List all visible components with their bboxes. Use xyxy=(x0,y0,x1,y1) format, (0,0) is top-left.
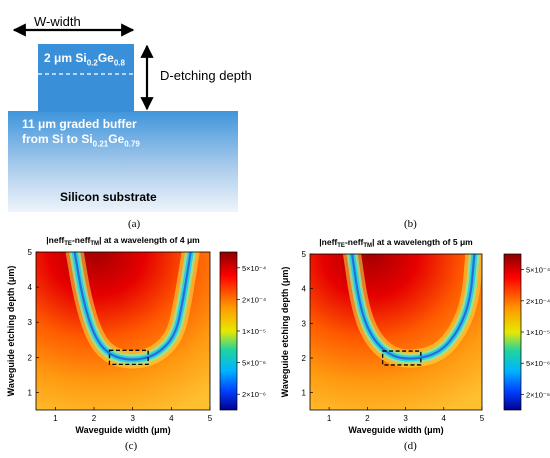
y-tick-label: 1 xyxy=(302,389,307,398)
x-axis-label: Waveguide width (μm) xyxy=(348,425,443,435)
x-tick-label: 1 xyxy=(53,414,58,423)
heatmap-b: 123450.511.522.533.544.55Waveguide width… xyxy=(278,0,550,215)
top-layer-ge: Ge xyxy=(97,51,114,65)
top-layer-ge-sub: 0.8 xyxy=(113,58,125,68)
title-part: TE xyxy=(337,243,345,249)
substrate-label: Silicon substrate xyxy=(60,190,157,204)
panel-tag-d: (d) xyxy=(404,440,417,452)
x-tick-label: 1 xyxy=(327,414,332,423)
minimum-curve-layer-3 xyxy=(350,254,476,360)
x-tick-label: 4 xyxy=(169,414,174,423)
panel-tag-b: (b) xyxy=(404,218,417,230)
y-axis-label: Waveguide etching depth (μm) xyxy=(280,267,290,398)
highlight-box xyxy=(108,349,149,366)
colorbar xyxy=(503,253,522,411)
colorbar-tick-label: 5×10⁻⁶ xyxy=(242,359,266,368)
panel-tag-c: (c) xyxy=(125,440,138,452)
schematic-svg xyxy=(8,23,238,212)
title-part: -neff xyxy=(72,235,91,245)
minimum-curve-layer-3 xyxy=(73,252,192,361)
buffer-substrate-block xyxy=(8,111,238,212)
x-tick-label: 4 xyxy=(442,414,447,423)
title-part: | at a wavelength of 4 μm xyxy=(99,235,200,245)
title-part: | at a wavelength of 5 μm xyxy=(372,237,473,247)
y-tick-label: 1 xyxy=(28,388,33,397)
top-layer-label: 2 μm Si0.2Ge0.8 xyxy=(44,51,125,67)
colorbar-tick-label: 5×10⁻⁶ xyxy=(526,359,550,368)
y-tick-label: 5 xyxy=(302,250,307,259)
title-part: -neff xyxy=(345,237,364,247)
minimum-band xyxy=(343,254,482,368)
y-tick-label: 3 xyxy=(302,319,307,328)
y-tick-label: 2 xyxy=(28,353,33,362)
plot-frame xyxy=(35,251,211,411)
x-tick-label: 5 xyxy=(480,414,485,423)
buffer-ge: Ge xyxy=(108,132,125,146)
buffer-line-1: 11 μm graded buffer xyxy=(22,117,137,131)
minimum-band xyxy=(65,252,200,369)
x-tick-label: 5 xyxy=(208,414,213,423)
title-part: TE xyxy=(64,241,72,247)
y-tick-label: 4 xyxy=(28,283,33,292)
width-label: W-width xyxy=(34,14,81,29)
top-layer-si-sub: 0.2 xyxy=(86,58,98,68)
x-tick-label: 3 xyxy=(403,414,408,423)
buffer-line-2: from Si to Si0.21Ge0.79 xyxy=(22,132,140,151)
buffer-si-sub: 0.21 xyxy=(92,139,109,149)
colorbar-tick-label: 2×10⁻⁴ xyxy=(526,297,550,306)
chart-title: |neffTE -neffTM | at a wavelength of 5 μ… xyxy=(319,237,473,249)
buffer-ge-sub: 0.79 xyxy=(124,139,140,149)
colorbar-tick-label: 5×10⁻⁴ xyxy=(242,264,266,273)
plot-frame xyxy=(309,253,483,411)
title-part: |neff xyxy=(46,235,64,245)
x-axis-label: Waveguide width (μm) xyxy=(75,425,170,435)
panel-tag-a: (a) xyxy=(128,218,141,230)
y-tick-label: 5 xyxy=(28,248,33,257)
x-tick-label: 2 xyxy=(92,414,97,423)
title-part: TM xyxy=(90,241,99,247)
colorbar-tick-label: 2×10⁻⁴ xyxy=(242,295,266,304)
colorbar-tick-label: 2×10⁻⁶ xyxy=(242,390,266,399)
title-part: |neff xyxy=(319,237,337,247)
x-tick-label: 3 xyxy=(130,414,135,423)
buffer-label: 11 μm graded buffer from Si to Si0.21Ge0… xyxy=(22,117,140,151)
colorbar-tick-label: 1×10⁻⁵ xyxy=(242,327,266,336)
buffer-line-2-prefix: from Si to Si xyxy=(22,132,93,146)
colorbar-tick-label: 5×10⁻⁴ xyxy=(526,266,550,275)
colorbar-tick-label: 2×10⁻⁶ xyxy=(526,390,550,399)
top-layer-prefix: 2 μm Si xyxy=(44,51,87,65)
colorbar-tick-label: 1×10⁻⁵ xyxy=(526,328,550,337)
y-axis-label: Waveguide etching depth (μm) xyxy=(6,266,16,397)
heatmap-d: 1 2 3 4 5 1 2 3 4 5 Waveguide width (μm) Waveguide … xyxy=(280,237,550,435)
y-tick-label: 4 xyxy=(302,285,307,294)
chart-title: |neffTE -neffTM | at a wavelength of 4 μ… xyxy=(46,235,200,247)
x-tick-label: 2 xyxy=(365,414,370,423)
title-part: TM xyxy=(363,243,372,249)
colorbar xyxy=(219,251,238,411)
y-tick-label: 2 xyxy=(302,354,307,363)
heatmap-c: 1 2 3 4 5 1 2 3 4 5 Waveguide width (μm) Waveguide … xyxy=(6,235,266,435)
top-layer-block xyxy=(38,44,134,112)
y-tick-label: 3 xyxy=(28,318,33,327)
depth-label: D-etching depth xyxy=(160,68,252,83)
